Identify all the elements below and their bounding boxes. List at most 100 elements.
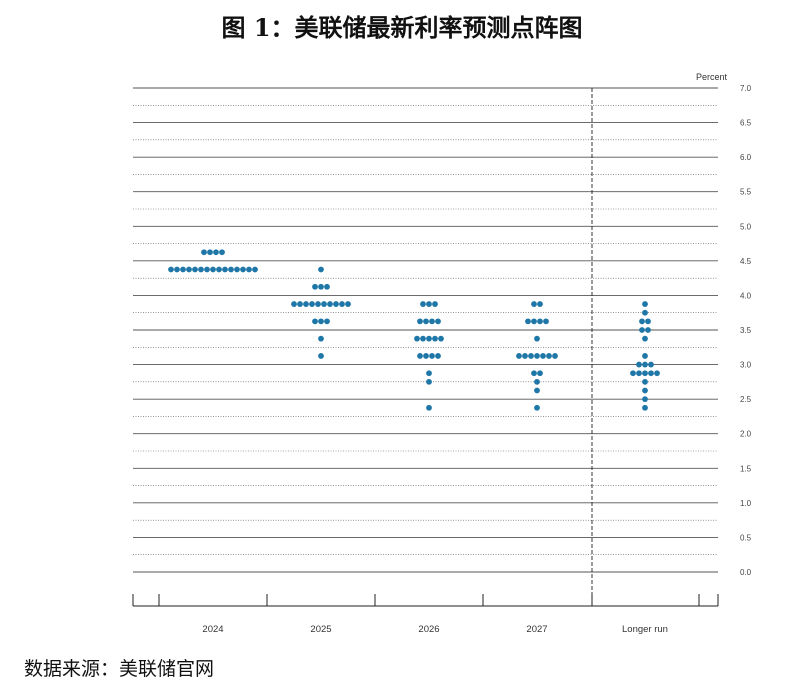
participant-dot <box>426 404 432 411</box>
participant-dot <box>654 370 660 377</box>
y-tick-label: 1.5 <box>740 464 752 473</box>
participant-dot <box>642 301 648 307</box>
participant-dot <box>417 318 423 325</box>
participant-dot <box>534 387 540 394</box>
y-tick-label: 3.0 <box>740 361 752 370</box>
participant-dot <box>318 335 324 342</box>
participant-dot <box>642 370 648 377</box>
participant-dot <box>222 266 228 273</box>
participant-dot <box>534 353 540 359</box>
participant-dot <box>645 327 651 333</box>
participant-dot <box>642 335 648 342</box>
participant-dot <box>420 301 426 307</box>
participant-dot <box>429 353 435 359</box>
participant-dot <box>648 370 654 377</box>
participant-dot <box>345 301 351 307</box>
y-tick-label: 5.5 <box>740 188 752 197</box>
participant-dot <box>207 249 213 256</box>
participant-dot <box>642 353 648 359</box>
participant-dot <box>216 266 222 273</box>
participant-dot <box>420 335 426 342</box>
participant-dot <box>423 353 429 359</box>
participant-dot <box>333 301 339 307</box>
participant-dot <box>318 266 324 273</box>
participant-dot <box>522 353 528 359</box>
y-tick-label: 4.5 <box>740 257 752 266</box>
participant-dot <box>642 309 648 316</box>
participant-dot <box>339 301 345 307</box>
participant-dot <box>324 318 330 325</box>
participant-dot <box>630 370 636 377</box>
participant-dot <box>645 318 651 325</box>
participant-dot <box>192 266 198 273</box>
x-category-label: 2025 <box>310 624 331 635</box>
participant-dot <box>252 266 258 273</box>
y-tick-label: 1.0 <box>740 499 752 508</box>
y-tick-label: 6.5 <box>740 119 752 128</box>
participant-dot <box>318 283 324 290</box>
participant-dot <box>552 353 558 359</box>
participant-dot <box>168 266 174 273</box>
x-axis: 2024 2025 2026 2027 Longer run <box>132 594 719 635</box>
participant-dot <box>642 396 648 403</box>
y-tick-label: 4.0 <box>740 291 752 300</box>
participant-dot <box>531 370 537 377</box>
y-tick-label: 2.5 <box>740 395 752 404</box>
participant-dot <box>426 301 432 307</box>
participant-dot <box>528 353 534 359</box>
participant-dot <box>318 318 324 325</box>
participant-dot <box>534 378 540 385</box>
source-note: 数据来源：美联储官网 <box>24 658 215 680</box>
participant-dot <box>426 370 432 377</box>
dots-layer <box>168 249 660 411</box>
y-tick-label: 0.0 <box>740 568 752 577</box>
participant-dot <box>201 249 207 256</box>
participant-dot <box>642 378 648 385</box>
y-tick-label: 0.5 <box>740 533 752 542</box>
participant-dot <box>198 266 204 273</box>
participant-dot <box>642 387 648 394</box>
dot-plot-svg: 2024 2025 2026 2027 Longer run 0.0 0.5 1.0 1.5 2… <box>132 72 752 635</box>
participant-dot <box>240 266 246 273</box>
page-title: 图 1：美联储最新利率预测点阵图 <box>221 13 583 42</box>
participant-dot <box>321 301 327 307</box>
x-category-label: Longer run <box>622 624 668 635</box>
participant-dot <box>426 378 432 385</box>
participant-dot <box>429 318 435 325</box>
participant-dot <box>435 353 441 359</box>
participant-dot <box>642 404 648 411</box>
participant-dot <box>537 370 543 377</box>
participant-dot <box>537 318 543 325</box>
participant-dot <box>186 266 192 273</box>
participant-dot <box>636 361 642 368</box>
participant-dot <box>318 353 324 359</box>
participant-dot <box>438 335 444 342</box>
participant-dot <box>432 301 438 307</box>
y-tick-label: 5.0 <box>740 222 752 231</box>
participant-dot <box>228 266 234 273</box>
y-tick-label: 2.0 <box>740 430 752 439</box>
y-tick-label: 6.0 <box>740 153 752 162</box>
participant-dot <box>423 318 429 325</box>
participant-dot <box>204 266 210 273</box>
participant-dot <box>534 335 540 342</box>
x-category-label: 2027 <box>526 624 547 635</box>
grid-lines <box>133 87 718 606</box>
participant-dot <box>543 318 549 325</box>
participant-dot <box>417 353 423 359</box>
participant-dot <box>315 301 321 307</box>
participant-dot <box>210 266 216 273</box>
participant-dot <box>546 353 552 359</box>
y-tick-label: 7.0 <box>740 84 752 93</box>
participant-dot <box>414 335 420 342</box>
participant-dot <box>426 335 432 342</box>
participant-dot <box>327 301 333 307</box>
participant-dot <box>639 318 645 325</box>
participant-dot <box>234 266 240 273</box>
participant-dot <box>303 301 309 307</box>
dot-plot-chart: 2024 2025 2026 2027 Longer run 0.0 0.5 1.0 1.5 2… <box>0 60 804 645</box>
participant-dot <box>291 301 297 307</box>
y-tick-label: 3.5 <box>740 326 752 335</box>
participant-dot <box>309 301 315 307</box>
participant-dot <box>180 266 186 273</box>
